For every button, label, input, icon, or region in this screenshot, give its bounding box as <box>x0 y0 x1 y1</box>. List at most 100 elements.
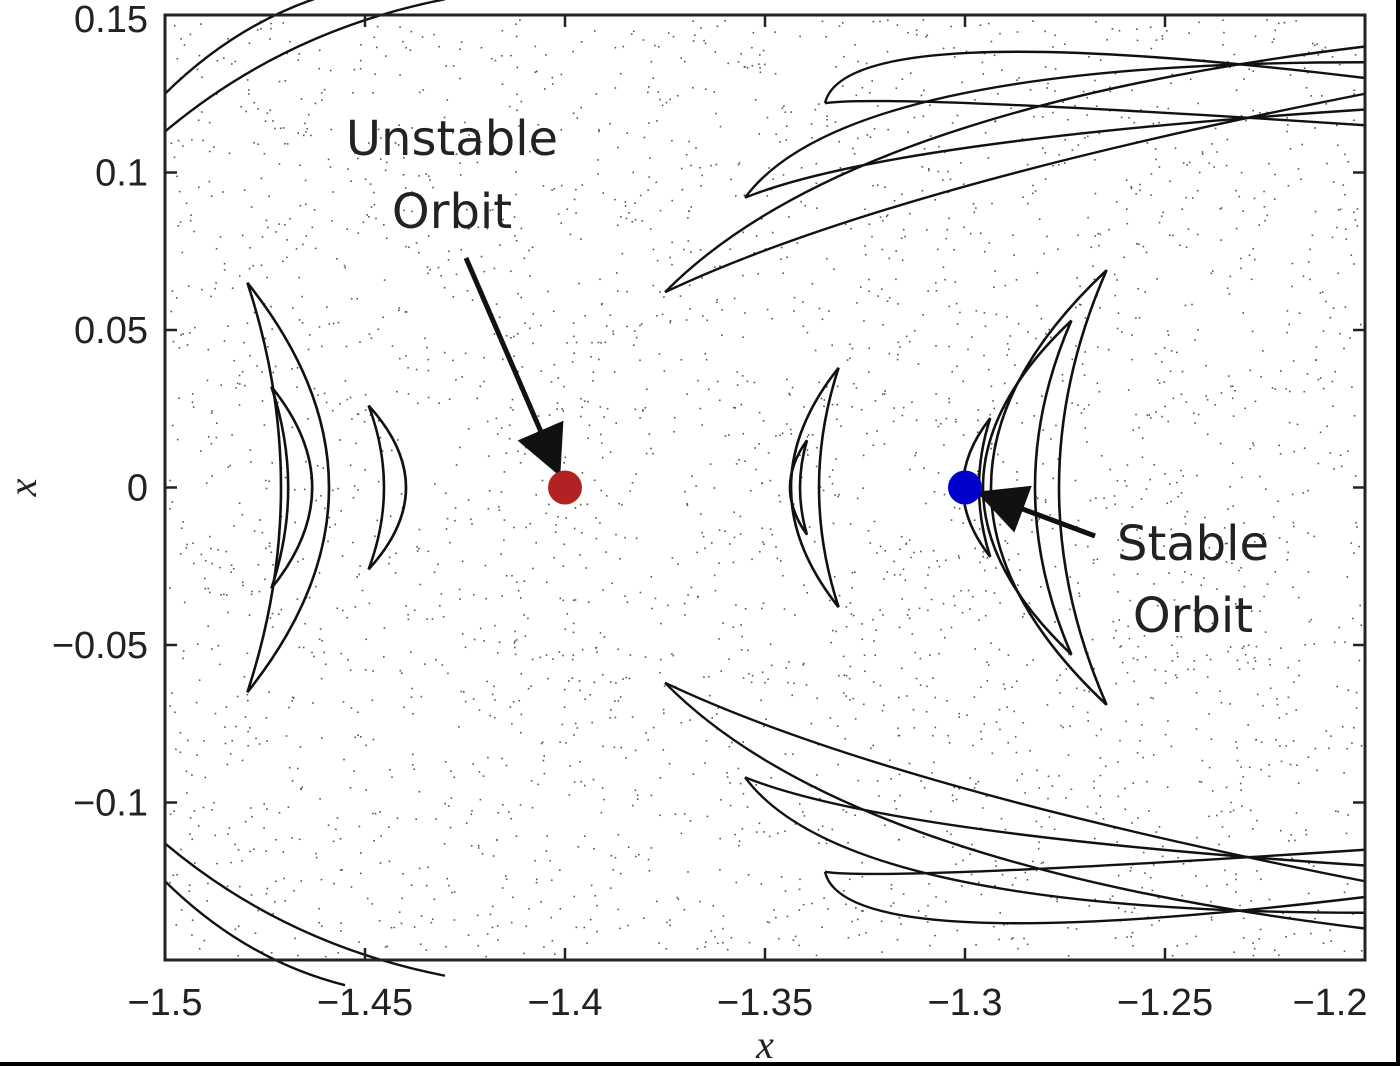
sea-point <box>1096 105 1098 107</box>
sea-point <box>365 638 367 641</box>
sea-point <box>450 770 452 772</box>
sea-point <box>195 701 198 704</box>
sea-point <box>1161 415 1163 418</box>
sea-point <box>562 410 565 412</box>
sea-point <box>353 68 356 71</box>
sea-point <box>948 305 950 308</box>
sea-point <box>1328 747 1330 750</box>
sea-point <box>900 923 902 925</box>
sea-point <box>316 465 319 467</box>
sea-point <box>1077 404 1079 406</box>
sea-point <box>1176 636 1179 638</box>
sea-point <box>785 139 788 141</box>
sea-point <box>650 576 653 578</box>
sea-point <box>534 45 537 48</box>
sea-point <box>383 224 385 226</box>
sea-point <box>540 370 543 372</box>
sea-point <box>525 925 528 928</box>
sea-point <box>1023 937 1025 940</box>
sea-point <box>176 438 179 441</box>
sea-point <box>1238 195 1241 198</box>
sea-point <box>315 852 317 855</box>
sea-point <box>611 582 613 585</box>
sea-point <box>790 111 792 113</box>
sea-point <box>1136 752 1139 754</box>
sea-point <box>861 638 864 641</box>
sea-point <box>261 400 264 402</box>
sea-point <box>677 898 680 901</box>
sea-point <box>1042 463 1044 465</box>
sea-point <box>1036 304 1038 307</box>
sea-point <box>1268 658 1271 661</box>
sea-point <box>1271 41 1274 43</box>
sea-point <box>843 890 845 892</box>
sea-point <box>198 679 201 681</box>
sea-point <box>1137 288 1139 290</box>
sea-point <box>447 672 449 675</box>
sea-point <box>1136 573 1139 575</box>
sea-point <box>738 162 741 164</box>
sea-point <box>1038 218 1041 220</box>
sea-point <box>524 453 526 455</box>
sea-point <box>1059 692 1061 694</box>
sea-point <box>320 677 323 680</box>
sea-point <box>1198 780 1201 783</box>
sea-point <box>897 353 899 356</box>
sea-point <box>1312 42 1314 45</box>
sea-point <box>595 537 598 540</box>
sea-point <box>767 452 770 454</box>
sea-point <box>768 167 770 169</box>
sea-point <box>563 706 566 708</box>
sea-point <box>1235 227 1238 230</box>
sea-point <box>1104 765 1107 768</box>
sea-point <box>856 302 858 304</box>
sea-point <box>917 363 920 365</box>
sea-point <box>460 690 463 693</box>
sea-point <box>1303 390 1306 393</box>
sea-point <box>371 903 374 905</box>
sea-point <box>1022 722 1025 724</box>
sea-point <box>359 68 362 70</box>
sea-point <box>663 712 665 715</box>
sea-point <box>573 335 575 338</box>
sea-point <box>1297 168 1300 170</box>
sea-point <box>337 952 339 954</box>
sea-point <box>169 881 171 884</box>
sea-point <box>448 805 450 807</box>
sea-point <box>735 463 738 465</box>
sea-point <box>1243 645 1245 648</box>
sea-point <box>722 915 725 917</box>
sea-point <box>249 449 252 451</box>
sea-point <box>692 773 695 775</box>
sea-point <box>1344 641 1346 643</box>
sea-point <box>369 183 372 185</box>
sea-point <box>601 456 604 459</box>
sea-point <box>1004 688 1006 690</box>
sea-point <box>326 306 328 308</box>
sea-point <box>350 707 353 709</box>
sea-point <box>544 88 546 90</box>
sea-point <box>1230 801 1232 804</box>
sea-point <box>985 590 987 592</box>
sea-point <box>1056 900 1058 903</box>
sea-point <box>294 521 296 524</box>
sea-point <box>593 479 596 482</box>
sea-point <box>911 633 914 635</box>
sea-point <box>695 147 697 149</box>
sea-point <box>257 909 259 912</box>
sea-point <box>566 613 569 615</box>
sea-point <box>417 402 419 405</box>
sea-point <box>1046 235 1048 238</box>
sea-point <box>473 638 476 641</box>
sea-point <box>496 433 499 435</box>
sea-point <box>1360 323 1362 326</box>
sea-point <box>612 333 615 335</box>
sea-point <box>486 227 488 230</box>
sea-point <box>666 921 668 924</box>
sea-point <box>323 651 325 654</box>
sea-point <box>738 844 740 847</box>
sea-point <box>1266 19 1268 21</box>
sea-point <box>994 860 997 862</box>
sea-point <box>412 713 414 715</box>
sea-point <box>472 763 474 765</box>
